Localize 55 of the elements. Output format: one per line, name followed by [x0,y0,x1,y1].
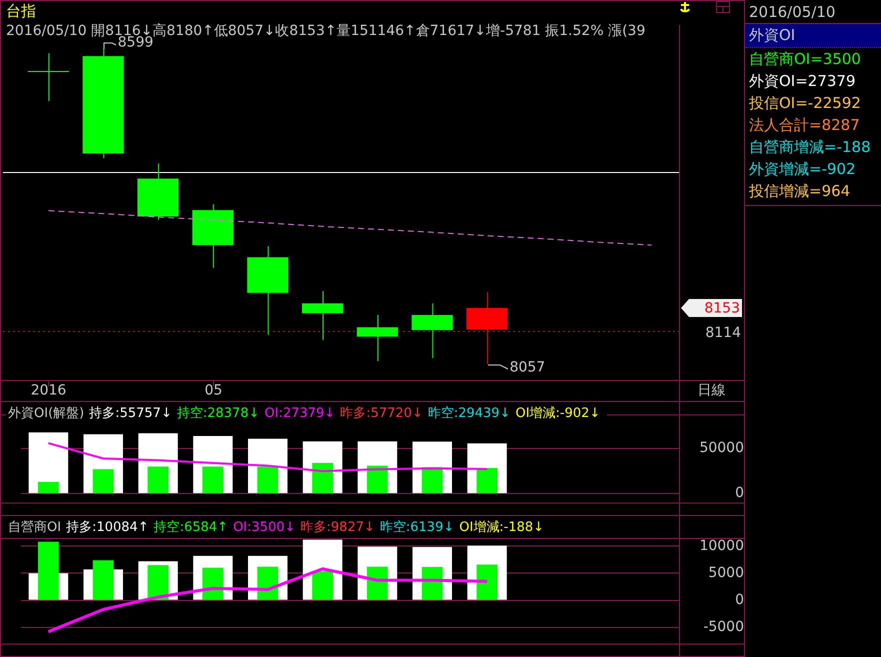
chart-title: 外資OI(解盤) [8,406,84,421]
annotation: OI增減:-902↓ [515,406,600,421]
series-label: 持多:55757↓ [89,406,172,421]
bar [38,542,59,600]
bar [202,466,224,494]
bar [422,567,443,600]
text: 2016/05/10 [745,0,881,24]
text: 投信增減=964 [748,181,852,202]
bar [38,482,59,494]
text: 外資OI [745,24,881,48]
y-tick-label: 50000 [699,440,744,456]
annotation: 昨多:57720↓ [340,406,423,421]
bar [476,468,498,494]
bar [148,466,168,494]
chart-title: 台指 [6,2,36,21]
text: 自營商OI=3500 [748,49,862,70]
text: 昨多:9827↓ [300,520,375,535]
y-tick-label: 5000 [708,564,744,581]
ref-line-label: 8114 [705,325,742,342]
y-tick-label: 0 [735,485,744,502]
bar [367,466,388,494]
bar [257,566,278,600]
bar [92,469,114,494]
text: 8153 [704,300,740,317]
text: OI:27379↓ [264,406,336,421]
bar [312,571,333,600]
bar [476,564,498,600]
text: 昨空:6139↓ [380,520,454,535]
text: 外資增減=-902 [748,159,857,180]
text: 法人合計=8287 [748,115,861,136]
text: OI:3500↓ [233,520,296,535]
bar [312,463,333,494]
text: 持多:10084↑ [66,520,149,535]
y-tick-label: 10000 [699,538,744,554]
bar [202,568,224,600]
y-tick-label: 0 [735,592,744,608]
text: 持空:6584↑ [154,520,228,535]
annotation: 8057 [510,360,546,376]
x-tick-label: 05 [204,382,222,399]
text: OI增減:-188↓ [459,520,544,535]
y-tick-label: -5000 [703,618,744,635]
text: 外資OI=27379 [748,71,857,92]
bar [367,566,388,600]
bar [257,466,278,494]
bar [92,560,114,600]
x-tick-label: 2016 [30,382,66,399]
text: 投信OI=-22592 [748,93,862,114]
annotation: 昨空:29439↓ [428,406,510,421]
bar [148,565,168,600]
chart-title: 自營商OI [8,520,62,535]
candlestick [27,52,70,102]
text: 自營商增減=-188 [748,137,872,158]
text: 持空:28378↓ [176,406,260,421]
text: 日線 [698,382,726,399]
bar [422,467,443,494]
